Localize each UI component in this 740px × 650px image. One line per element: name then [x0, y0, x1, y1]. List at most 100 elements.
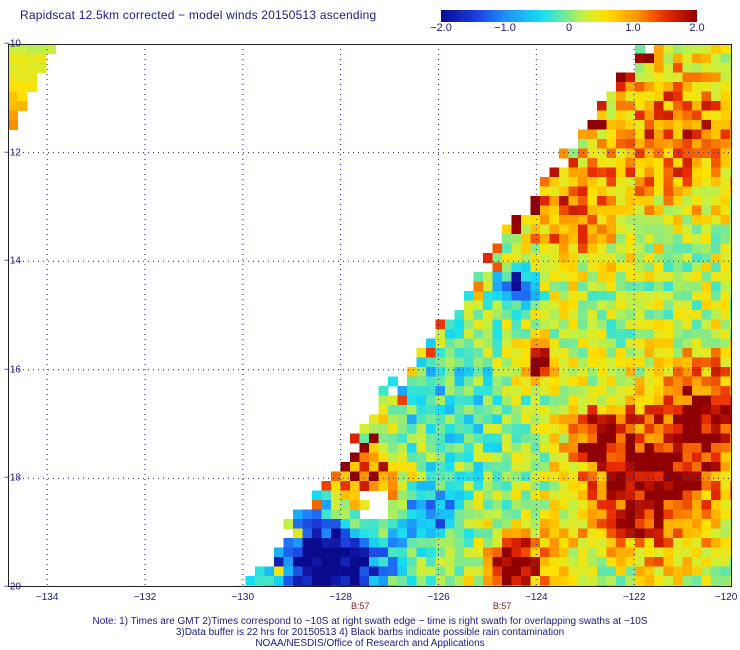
wind-difference-cell [673, 167, 683, 178]
wind-difference-cell [663, 557, 674, 567]
wind-difference-cell [8, 91, 18, 102]
wind-difference-cell [483, 348, 493, 358]
wind-difference-cell [644, 367, 655, 377]
wind-difference-cell [682, 452, 693, 463]
wind-difference-cell [511, 547, 522, 558]
wind-difference-cell [606, 110, 617, 121]
wind-difference-cell [692, 395, 702, 406]
wind-difference-cell [321, 566, 332, 577]
wind-difference-cell [692, 557, 702, 567]
wind-difference-cell [17, 101, 28, 111]
wind-difference-cell [663, 310, 674, 320]
wind-difference-cell [654, 300, 664, 311]
wind-difference-cell [340, 471, 351, 482]
wind-difference-cell [597, 519, 607, 529]
wind-difference-cell [483, 272, 493, 282]
wind-difference-cell [654, 101, 664, 111]
wind-difference-cell [540, 557, 550, 567]
wind-difference-cell [578, 452, 588, 463]
wind-difference-cell [635, 224, 645, 235]
wind-difference-cell [616, 205, 626, 216]
wind-difference-cell [388, 376, 398, 387]
wind-difference-cell [625, 291, 636, 301]
wind-difference-cell [492, 528, 503, 539]
wind-difference-cell [701, 528, 712, 539]
wind-difference-cell [492, 462, 503, 472]
wind-difference-cell [483, 519, 493, 529]
wind-difference-cell [606, 376, 617, 387]
wind-difference-cell [397, 566, 408, 577]
wind-difference-cell [426, 424, 436, 434]
wind-difference-cell [711, 557, 721, 567]
wind-difference-cell [578, 357, 588, 368]
wind-difference-cell [711, 224, 721, 235]
wind-difference-cell [369, 585, 379, 587]
wind-difference-cell [606, 481, 617, 491]
wind-difference-cell [445, 528, 455, 539]
wind-difference-cell [483, 395, 493, 406]
wind-difference-cell [587, 348, 598, 358]
wind-difference-cell [502, 433, 512, 444]
wind-difference-cell [635, 148, 645, 159]
wind-difference-cell [635, 319, 645, 330]
wind-difference-cell [435, 405, 446, 415]
wind-difference-cell [635, 196, 645, 206]
wind-difference-cell [692, 585, 702, 587]
wind-difference-cell [568, 395, 579, 406]
wind-difference-cell [673, 348, 683, 358]
wind-difference-cell [730, 519, 732, 529]
wind-difference-cell [635, 44, 645, 54]
wind-difference-cell [625, 576, 636, 586]
wind-difference-cell [625, 452, 636, 463]
wind-difference-cell [701, 44, 712, 54]
wind-difference-cell [720, 443, 731, 453]
wind-difference-cell [540, 348, 550, 358]
wind-difference-cell [416, 424, 427, 434]
wind-difference-cell [426, 481, 436, 491]
wind-difference-cell [692, 538, 702, 548]
wind-difference-cell [692, 576, 702, 586]
wind-difference-cell [635, 234, 645, 244]
wind-difference-cell [682, 509, 693, 520]
wind-difference-cell [578, 576, 588, 586]
wind-difference-cell [426, 490, 436, 501]
wind-difference-cell [312, 566, 322, 577]
wind-difference-cell [397, 528, 408, 539]
wind-difference-cell [654, 538, 664, 548]
wind-difference-cell [369, 424, 379, 434]
wind-difference-cell [283, 585, 294, 587]
wind-difference-cell [635, 462, 645, 472]
colorbar-tick-label: 2.0 [689, 22, 705, 34]
wind-difference-cell [635, 110, 645, 121]
wind-difference-cell [492, 500, 503, 510]
wind-difference-cell [711, 386, 721, 396]
wind-difference-cell [616, 500, 626, 510]
wind-difference-cell [549, 281, 560, 292]
wind-difference-cell [635, 338, 645, 349]
wind-difference-cell [530, 519, 541, 529]
wind-difference-cell [673, 471, 683, 482]
wind-difference-cell [378, 386, 389, 396]
wind-difference-cell [321, 538, 332, 548]
wind-difference-cell [654, 338, 664, 349]
wind-difference-cell [587, 148, 598, 159]
wind-difference-cell [350, 462, 360, 472]
wind-difference-cell [274, 585, 284, 587]
wind-difference-cell [644, 158, 655, 168]
wind-difference-cell [692, 82, 702, 92]
wind-difference-cell [587, 471, 598, 482]
wind-difference-cell [27, 82, 37, 92]
wind-difference-cell [616, 538, 626, 548]
wind-difference-cell [644, 300, 655, 311]
wind-difference-cell [711, 205, 721, 216]
wind-difference-cell [625, 319, 636, 330]
wind-difference-cell [616, 414, 626, 425]
wind-difference-cell [720, 91, 731, 102]
wind-difference-cell [502, 557, 512, 567]
wind-difference-cell [473, 386, 484, 396]
wind-difference-cell [673, 433, 683, 444]
wind-difference-cell [312, 500, 322, 510]
wind-difference-cell [625, 101, 636, 111]
wind-difference-cell [720, 481, 731, 491]
wind-difference-cell [587, 205, 598, 216]
